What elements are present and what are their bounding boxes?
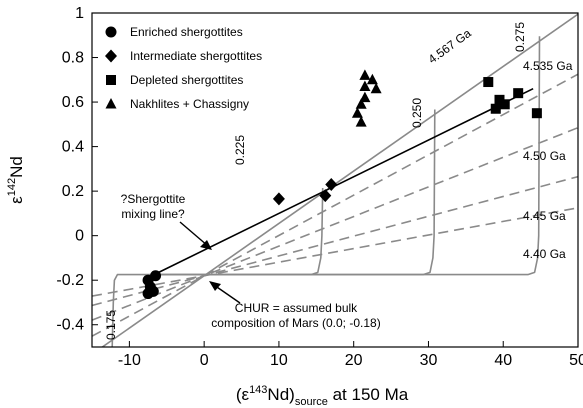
data-point-triangle xyxy=(359,80,371,91)
isochron-label: 4.45 Ga xyxy=(523,209,566,223)
x-tick-label: 40 xyxy=(494,352,512,369)
legend-label: Intermediate shergottites xyxy=(130,49,262,63)
data-point-diamond xyxy=(272,192,285,206)
x-tick-label: 0 xyxy=(200,352,209,369)
data-point-square xyxy=(483,77,494,88)
annotations: ?Shergottite mixing line? CHUR = assumed b… xyxy=(121,192,381,330)
axes: -10 0 10 20 30 40 50 -0.4 -0.2 0 0.2 0.4 0.6 0.8 1 xyxy=(56,5,583,369)
data-point-triangle xyxy=(370,82,382,94)
legend-label: Enriched shergottites xyxy=(130,25,243,39)
isochron-line xyxy=(92,207,578,297)
source-evolution-curve xyxy=(111,273,152,347)
mixing-line-annotation: ?Shergottite mixing line? xyxy=(121,192,186,221)
mixing-arrow-head xyxy=(200,240,212,250)
y-tick-label: -0.4 xyxy=(56,317,84,334)
legend-marker-diamond xyxy=(105,49,117,63)
data-point-square xyxy=(531,108,542,119)
isochron-label: 4.535 Ga xyxy=(523,59,573,73)
y-tick-label: 0.2 xyxy=(62,183,84,200)
y-tick-label: -0.2 xyxy=(56,272,84,289)
data-point-circle xyxy=(142,288,154,300)
data-point-square xyxy=(513,88,524,99)
x-tick-label: 50 xyxy=(569,352,583,369)
data-point-circle xyxy=(150,270,162,282)
x-axis-label: (ε143Nd)source at 150 Ma xyxy=(236,384,409,408)
source-curve-label: 0.175 xyxy=(104,310,118,340)
data-point-triangle xyxy=(355,116,367,127)
data-point-triangle xyxy=(359,91,371,103)
mixing-line-group xyxy=(151,87,534,277)
x-tick-label: 10 xyxy=(270,352,288,369)
legend-marker-square xyxy=(106,75,116,85)
isochron-label: 4.40 Ga xyxy=(523,247,566,261)
mixing-line xyxy=(151,87,534,277)
isochron-label: 4.50 Ga xyxy=(523,149,566,163)
mixing-arrow xyxy=(179,221,209,247)
legend: Enriched shergottites Intermediate shergo… xyxy=(105,25,262,111)
legend-marker-triangle xyxy=(105,98,117,109)
source-curve-label: 0.275 xyxy=(513,22,527,52)
data-point-diamond xyxy=(325,177,338,191)
chur-arrow xyxy=(213,284,241,304)
plot-frame xyxy=(91,12,579,348)
y-axis-label: ε142Nd xyxy=(6,156,26,204)
y-tick-label: 0.6 xyxy=(62,94,84,111)
y-tick-label: 0.8 xyxy=(62,50,84,67)
isochron-line xyxy=(92,73,578,337)
data-point-triangle xyxy=(355,98,367,109)
source-curve-label: 0.250 xyxy=(410,98,424,128)
isochron-label: 4.567 Ga xyxy=(426,26,474,67)
isochron-line xyxy=(92,175,578,307)
curve-labels: 4.567 Ga 4.535 Ga 4.50 Ga 4.45 Ga 4.40 Ga 0.1… xyxy=(104,22,573,340)
x-tick-label: 30 xyxy=(420,352,438,369)
data-points xyxy=(142,69,542,300)
data-point-square xyxy=(494,94,505,105)
data-point-square xyxy=(499,99,510,110)
legend-marker-circle xyxy=(105,26,117,38)
legend-label: Depleted shergottites xyxy=(130,73,243,87)
data-point-diamond xyxy=(319,189,332,203)
legend-label: Nakhlites + Chassigny xyxy=(130,97,249,111)
x-tick-label: -10 xyxy=(118,352,141,369)
source-evolution-curve xyxy=(151,36,541,276)
source-curve-label: 0.225 xyxy=(233,135,247,165)
data-point-triangle xyxy=(366,73,378,85)
source-evolution-curve xyxy=(151,109,436,276)
chur-annotation: CHUR = assumed bulk composition of Mars (… xyxy=(211,301,380,330)
isochron-line xyxy=(92,126,578,321)
y-tick-label: 0.4 xyxy=(62,139,84,156)
data-point-triangle xyxy=(359,69,371,80)
x-tick-label: 20 xyxy=(345,352,363,369)
data-point-triangle xyxy=(351,107,363,118)
data-point-square xyxy=(490,103,501,114)
y-tick-label: 1 xyxy=(75,5,84,22)
y-tick-label: 0 xyxy=(75,228,84,245)
chur-arrow-head xyxy=(209,281,221,291)
